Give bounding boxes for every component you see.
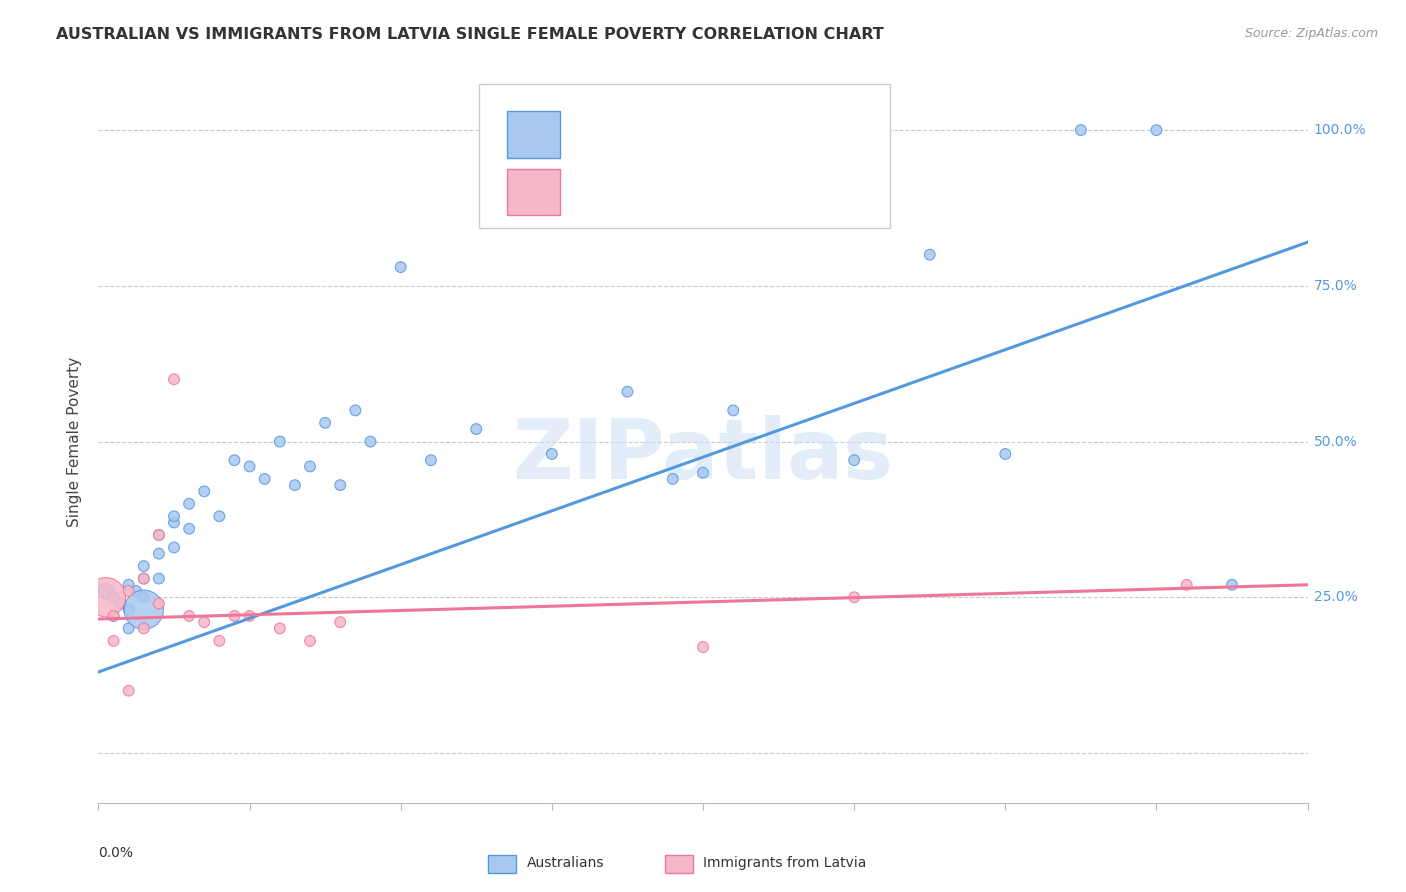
Point xyxy=(239,609,262,624)
Point xyxy=(224,609,246,624)
Point xyxy=(239,459,262,474)
Point xyxy=(132,621,155,635)
Point xyxy=(208,509,231,524)
Point xyxy=(1175,578,1198,592)
Point xyxy=(329,615,352,630)
Point xyxy=(692,640,714,654)
Point xyxy=(125,584,148,599)
Point xyxy=(844,591,866,605)
Point xyxy=(110,597,132,611)
Point xyxy=(314,416,336,430)
Point xyxy=(163,372,186,386)
Point xyxy=(661,472,683,486)
Point xyxy=(723,403,745,417)
Text: 25.0%: 25.0% xyxy=(1313,591,1357,604)
Text: R =: R = xyxy=(582,183,619,202)
Point xyxy=(132,559,155,574)
Point xyxy=(179,522,201,536)
Point xyxy=(284,478,307,492)
Point xyxy=(132,572,155,586)
Point xyxy=(148,572,170,586)
Point xyxy=(132,572,155,586)
Point xyxy=(360,434,382,449)
Point xyxy=(344,403,367,417)
Point xyxy=(163,541,186,555)
Text: R =: R = xyxy=(582,126,619,144)
Point xyxy=(94,591,117,605)
Point xyxy=(269,434,291,449)
Point xyxy=(103,609,125,624)
Point xyxy=(163,509,186,524)
Text: Australians: Australians xyxy=(527,855,605,870)
Point xyxy=(269,621,291,635)
Text: 21: 21 xyxy=(800,183,823,202)
FancyBboxPatch shape xyxy=(508,169,561,215)
Point xyxy=(118,578,141,592)
Point xyxy=(389,260,412,274)
Text: AUSTRALIAN VS IMMIGRANTS FROM LATVIA SINGLE FEMALE POVERTY CORRELATION CHART: AUSTRALIAN VS IMMIGRANTS FROM LATVIA SIN… xyxy=(56,27,884,42)
Point xyxy=(193,615,215,630)
Point xyxy=(94,584,117,599)
Point xyxy=(118,621,141,635)
Y-axis label: Single Female Poverty: Single Female Poverty xyxy=(67,357,83,526)
Point xyxy=(208,633,231,648)
Text: N =: N = xyxy=(734,126,770,144)
Point xyxy=(420,453,443,467)
Point xyxy=(118,683,141,698)
Point xyxy=(253,472,276,486)
Point xyxy=(224,453,246,467)
Text: 75.0%: 75.0% xyxy=(1313,279,1357,293)
Point xyxy=(118,584,141,599)
Point xyxy=(148,597,170,611)
Text: 50.0%: 50.0% xyxy=(1313,434,1357,449)
Point xyxy=(132,603,155,617)
Text: ZIPatlas: ZIPatlas xyxy=(513,416,893,497)
Text: 46: 46 xyxy=(800,126,823,144)
Point xyxy=(103,633,125,648)
Point xyxy=(994,447,1017,461)
Text: Immigrants from Latvia: Immigrants from Latvia xyxy=(703,855,866,870)
Point xyxy=(148,547,170,561)
Text: 100.0%: 100.0% xyxy=(1313,123,1367,137)
Point xyxy=(193,484,215,499)
FancyBboxPatch shape xyxy=(479,84,890,228)
Point xyxy=(692,466,714,480)
Point xyxy=(918,248,941,262)
Point xyxy=(148,528,170,542)
Point xyxy=(844,453,866,467)
Point xyxy=(465,422,488,436)
Point xyxy=(163,516,186,530)
Text: N =: N = xyxy=(734,183,770,202)
Point xyxy=(179,609,201,624)
Point xyxy=(329,478,352,492)
Point xyxy=(103,609,125,624)
Point xyxy=(1146,123,1168,137)
Text: 0.0%: 0.0% xyxy=(98,847,134,860)
Point xyxy=(299,633,322,648)
Point xyxy=(616,384,638,399)
Point xyxy=(118,603,141,617)
Point xyxy=(540,447,562,461)
FancyBboxPatch shape xyxy=(508,112,561,158)
Text: Source: ZipAtlas.com: Source: ZipAtlas.com xyxy=(1244,27,1378,40)
Point xyxy=(179,497,201,511)
Text: 0.723: 0.723 xyxy=(648,126,702,144)
Point xyxy=(132,591,155,605)
Point xyxy=(103,591,125,605)
Point xyxy=(1070,123,1092,137)
Text: 0.118: 0.118 xyxy=(648,183,702,202)
Point xyxy=(148,528,170,542)
Point xyxy=(1220,578,1243,592)
Point xyxy=(299,459,322,474)
